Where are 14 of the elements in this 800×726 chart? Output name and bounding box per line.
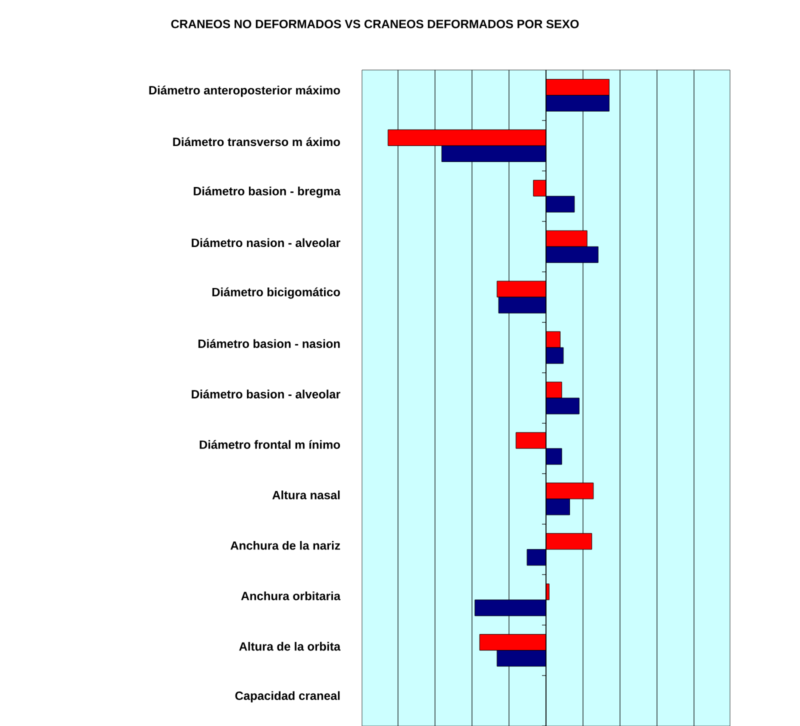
y-tick-label: Diámetro basion - alveolar	[192, 390, 340, 398]
y-tick-label: Diámetro bicigomático	[212, 287, 340, 299]
y-tick-label: Altura nasal	[272, 490, 340, 500]
y-tick-label: Diámetro basion - bregma	[194, 186, 341, 198]
y-tick-label: Diámetro basion - nasion	[198, 339, 340, 348]
y-tick-label: Altura de la orbita	[239, 642, 341, 651]
y-tick-label: Diámetro transverso m áximo	[173, 137, 340, 146]
y-tick-label: Diámetro nasion - alveolar	[192, 238, 340, 248]
y-tick-label: Diámetro frontal m ínimo	[200, 440, 340, 449]
chart-title: CRANEOS NO DEFORMADOS VS CRANEOS DEFORMADOS POR SEXO	[171, 20, 579, 28]
y-tick-label: Capacidad craneal	[235, 691, 340, 702]
y-tick-label: Anchura de la nariz	[230, 541, 340, 550]
y-tick-label: Anchura orbitaria	[241, 591, 341, 600]
y-tick-label: Diámetro anteroposterior máximo	[149, 86, 340, 97]
